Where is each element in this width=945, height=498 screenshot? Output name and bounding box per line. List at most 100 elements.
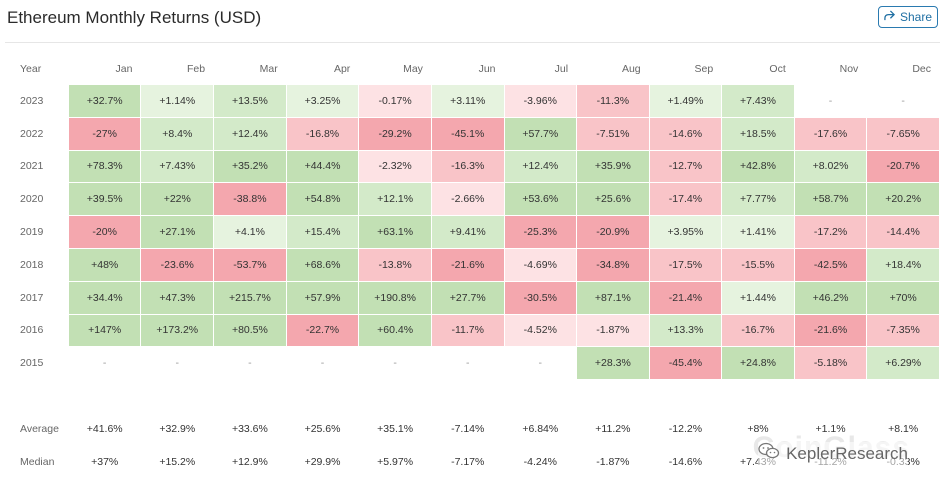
return-cell: +1.49% <box>649 85 722 117</box>
return-cell: -22.7% <box>286 314 359 347</box>
return-cell: - <box>68 347 141 380</box>
return-cell: +22% <box>141 183 214 216</box>
table-row: 2015- - - - - - - +28.3% -45.4% +24.8% -5.18% +6.29… <box>16 347 939 380</box>
table-row: 2021 +78.3% +7.43% +35.2% +44.4% -2.32% -16.3%… <box>16 150 939 183</box>
month-header-dec: Dec <box>912 63 931 75</box>
year-label: 2016 <box>20 324 44 337</box>
return-cell: -20% <box>68 216 141 248</box>
return-cell: -1.87% <box>577 314 649 347</box>
share-button[interactable]: Share <box>878 6 938 28</box>
return-cell: -17.2% <box>794 216 867 248</box>
return-cell: +25.6% <box>577 183 649 216</box>
month-header-apr: Apr <box>333 63 351 75</box>
return-cell: +35.2% <box>214 150 286 183</box>
month-header-mar: Mar <box>259 63 278 75</box>
return-cell: - <box>794 85 867 117</box>
return-cell: -16.8% <box>286 117 359 150</box>
return-cell: +15.4% <box>286 216 359 248</box>
return-cell: +87.1% <box>577 281 649 314</box>
summary-cell: -4.24% <box>523 456 557 469</box>
summary-label: Average <box>20 423 59 436</box>
return-cell: +173.2% <box>141 314 214 347</box>
return-cell: -7.35% <box>867 314 939 347</box>
summary-cell: -1.87% <box>596 456 630 469</box>
return-cell: +39.5% <box>68 183 141 216</box>
return-cell: -42.5% <box>794 248 867 281</box>
return-cell: +7.43% <box>141 150 214 183</box>
return-cell: - <box>286 347 359 380</box>
return-cell: -2.32% <box>359 150 431 183</box>
chart-header: Ethereum Monthly Returns (USD) Share <box>0 0 945 38</box>
summary-cell: +12.9% <box>231 456 268 469</box>
return-cell: +8.02% <box>794 150 867 183</box>
return-cell: -14.6% <box>649 117 722 150</box>
summary-cell: -12.2% <box>668 423 703 436</box>
summary-cell: +5.97% <box>377 456 414 469</box>
summary-cell: +25.6% <box>304 423 341 436</box>
return-cell: +46.2% <box>794 281 867 314</box>
summary-cell: +41.6% <box>86 423 123 436</box>
return-cell: +3.11% <box>431 85 504 117</box>
return-cell: +28.3% <box>577 347 649 380</box>
return-cell: -2.66% <box>431 183 504 216</box>
return-cell: -4.52% <box>504 314 577 347</box>
return-cell: +18.5% <box>722 117 794 150</box>
returns-table: Year Jan Feb Mar Apr May Jun Jul Aug Sep Oct Nov De… <box>15 53 940 479</box>
return-cell: -12.7% <box>649 150 722 183</box>
return-cell: - <box>141 347 214 380</box>
return-cell: +7.77% <box>722 183 794 216</box>
year-label: 2022 <box>20 127 44 140</box>
year-label: 2020 <box>20 193 44 206</box>
return-cell: +80.5% <box>214 314 286 347</box>
summary-cell: +8% <box>747 423 769 436</box>
returns-table-body: 2023 +32.7% +1.14% +13.5% +3.25% -0.17% +3.11%… <box>16 85 939 478</box>
return-cell: +42.8% <box>722 150 794 183</box>
summary-cell: -14.6% <box>668 456 703 469</box>
year-label: 2021 <box>20 160 44 173</box>
return-cell: -13.8% <box>359 248 431 281</box>
return-cell: +47.3% <box>141 281 214 314</box>
return-cell: +63.1% <box>359 216 431 248</box>
return-cell: +70% <box>867 281 939 314</box>
month-header-nov: Nov <box>839 63 859 75</box>
return-cell: +1.41% <box>722 216 794 248</box>
return-cell: +78.3% <box>68 150 141 183</box>
return-cell: -53.7% <box>214 248 286 281</box>
return-cell: +57.9% <box>286 281 359 314</box>
return-cell: +13.5% <box>214 85 286 117</box>
return-cell: -11.3% <box>577 85 649 117</box>
return-cell: +53.6% <box>504 183 577 216</box>
return-cell: +48% <box>68 248 141 281</box>
summary-cell: +15.2% <box>159 456 196 469</box>
summary-cell: +1.1% <box>815 423 846 436</box>
return-cell: +44.4% <box>286 150 359 183</box>
return-cell: - <box>214 347 286 380</box>
return-cell: -16.7% <box>722 314 794 347</box>
summary-cell: +33.6% <box>231 423 268 436</box>
return-cell: +1.44% <box>722 281 794 314</box>
month-header-may: May <box>403 63 423 75</box>
return-cell: -7.65% <box>867 117 939 150</box>
return-cell: +24.8% <box>722 347 794 380</box>
return-cell: +3.95% <box>649 216 722 248</box>
return-cell: -3.96% <box>504 85 577 117</box>
return-cell: +1.14% <box>141 85 214 117</box>
return-cell: +3.25% <box>286 85 359 117</box>
table-row: 2022 -27% +8.4% +12.4% -16.8% -29.2% -45.1% +57… <box>16 117 939 150</box>
table-row: 2020 +39.5% +22% -38.8% +54.8% +12.1% -2.66% +5… <box>16 183 939 216</box>
spacer-cell <box>16 380 939 412</box>
table-row: 2018 +48% -23.6% -53.7% +68.6% -13.8% -21.6% -4… <box>16 248 939 281</box>
return-cell: -17.5% <box>649 248 722 281</box>
year-label: 2015 <box>20 357 44 370</box>
return-cell: -21.4% <box>649 281 722 314</box>
return-cell: -0.17% <box>359 85 431 117</box>
credit-badge: KeplerResearch <box>758 442 908 465</box>
return-cell: +12.4% <box>214 117 286 150</box>
summary-row-average: Average +41.6% +32.9% +33.6% +25.6% +35.1% -7.… <box>16 413 939 445</box>
return-cell: - <box>504 347 577 380</box>
return-cell: +32.7% <box>68 85 141 117</box>
year-label: 2019 <box>20 226 44 239</box>
summary-cell: +32.9% <box>159 423 196 436</box>
month-header-aug: Aug <box>621 63 641 75</box>
return-cell: -21.6% <box>794 314 867 347</box>
